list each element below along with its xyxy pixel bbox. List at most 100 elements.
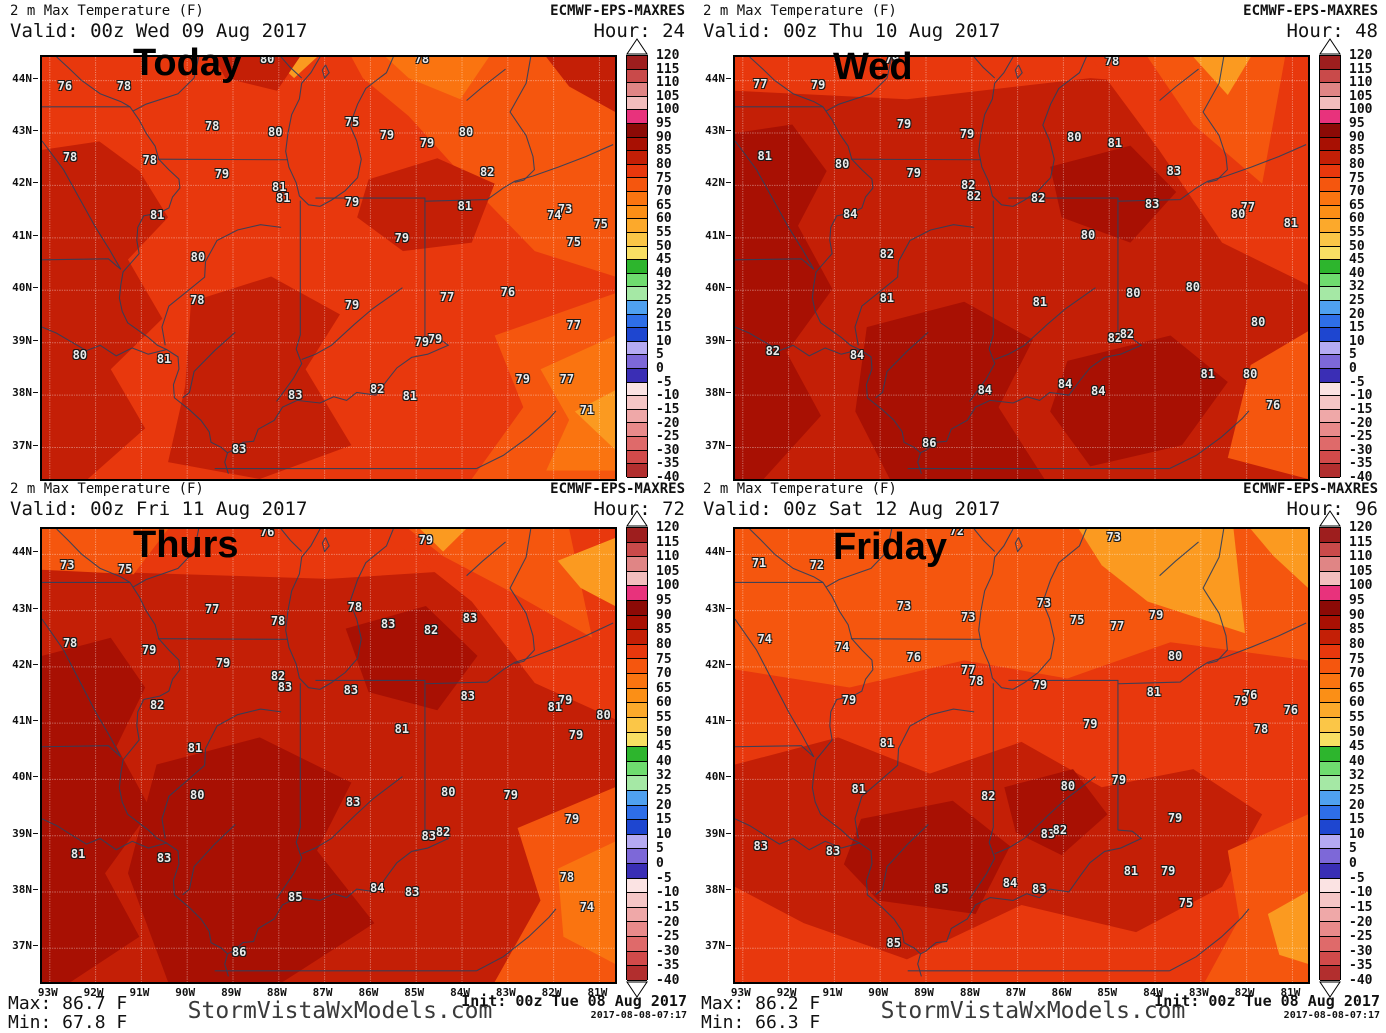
- temp-value-label: 73: [557, 201, 573, 216]
- latitude-label-text: 41N: [12, 714, 32, 728]
- colorbar-tick-label: 60: [1349, 695, 1365, 711]
- colorbar-swatch: [1320, 205, 1340, 220]
- latitude-label: 40N: [697, 770, 731, 783]
- colorbar-swatch: [1320, 878, 1340, 894]
- axis-tick: [33, 339, 38, 341]
- colorbar-swatch: [1320, 542, 1340, 558]
- forecast-hour: Hour: 48: [1286, 20, 1378, 42]
- longitude-label: 91W: [129, 986, 150, 999]
- colorbar-tick-label: 15: [1349, 812, 1365, 828]
- colorbar-tick-label: -30: [656, 943, 680, 959]
- longitude-label: 92W: [83, 986, 104, 999]
- colorbar-tick-label: 95: [1349, 593, 1365, 609]
- colorbar-swatch: [1320, 110, 1340, 125]
- longitude-label: 87W: [1005, 986, 1026, 999]
- temp-value-label: 75: [1178, 896, 1194, 911]
- temp-value-label: 73: [896, 599, 912, 613]
- axis-tick: [726, 130, 731, 131]
- latitude-label-text: 43N: [12, 124, 32, 137]
- colorbar-swatch: [1320, 937, 1340, 952]
- latitude-label: 37N: [697, 939, 731, 952]
- colorbar-swatch: [627, 137, 647, 152]
- colorbar-swatch: [1320, 922, 1340, 938]
- axis-tick: [33, 287, 38, 289]
- temp-value-label: 81: [1107, 136, 1123, 151]
- temp-value-label: 79: [1167, 811, 1183, 825]
- longitude-label: 88W: [959, 986, 980, 999]
- temp-value-label: 82: [270, 669, 286, 684]
- init-time: Init: 00z Tue 08 Aug 2017: [1154, 992, 1380, 1010]
- temperature-colorbar: [626, 527, 648, 981]
- temp-value-label: 79: [1032, 677, 1048, 692]
- colorbar-tick-label: 10: [656, 826, 672, 842]
- colorbar-tick-label: 100: [1349, 102, 1373, 118]
- temp-value-label: 79: [1160, 864, 1176, 878]
- colorbar-swatch: [1320, 528, 1340, 543]
- axis-tick: [33, 234, 38, 236]
- colorbar-swatch: [627, 907, 647, 923]
- colorbar-tick-label: 5: [656, 347, 664, 363]
- temp-value-label: 85: [288, 889, 303, 904]
- longitude-label: 84W: [450, 986, 470, 999]
- colorbar-tick-label: -10: [656, 388, 680, 404]
- colorbar-swatch: [627, 273, 647, 288]
- colorbar-tick-label: 15: [656, 812, 672, 828]
- temp-value-label: 86: [231, 945, 247, 960]
- colorbar-swatch: [1320, 450, 1340, 465]
- colorbar-tick-label: -15: [1349, 401, 1373, 417]
- colorbar-tick-label: -30: [656, 442, 680, 458]
- temp-value-label: 81: [402, 388, 418, 403]
- temp-value-label: 82: [435, 825, 451, 840]
- temperature-shading: [735, 57, 1308, 479]
- axis-tick: [33, 776, 38, 778]
- colorbar-swatch: [1320, 586, 1340, 602]
- temp-value-label: 75: [117, 561, 133, 576]
- temp-value-label: 80: [1242, 366, 1258, 381]
- axis-tick: [726, 832, 731, 834]
- colorbar-swatch: [1320, 151, 1340, 165]
- temp-value-label: 80: [1185, 279, 1201, 294]
- init-time: Init: 00z Tue 08 Aug 2017: [461, 992, 687, 1010]
- colorbar-tick-label: 32: [656, 279, 672, 295]
- temp-value-label: 74: [757, 632, 773, 647]
- colorbar-swatch: [1320, 369, 1340, 383]
- latitude-label: 39N: [4, 827, 38, 840]
- temp-value-label: 72: [949, 527, 964, 539]
- colorbar-tick-label: -15: [656, 401, 680, 417]
- longitude-label: 85W: [404, 986, 425, 999]
- temp-value-label: 71: [751, 555, 767, 570]
- colorbar-tick-label: 15: [1349, 320, 1365, 336]
- max-temp-readout: Max: 86.7 F: [8, 993, 128, 1014]
- latitude-label-text: 43N: [705, 601, 725, 615]
- colorbar-tick-label: 5: [1349, 347, 1357, 363]
- colorbar-swatch: [627, 355, 647, 370]
- colorbar-swatch: [627, 805, 647, 821]
- colorbar-swatch: [627, 557, 647, 572]
- latitude-label-text: 40N: [12, 770, 32, 784]
- axis-tick: [33, 392, 38, 394]
- temp-value-label: 81: [1283, 215, 1299, 230]
- temp-value-label: 82: [966, 188, 982, 203]
- colorbar-swatch: [627, 124, 647, 138]
- temp-value-label: 79: [568, 728, 584, 743]
- latitude-label-text: 42N: [12, 657, 32, 671]
- temp-value-label: 83: [343, 682, 359, 697]
- temp-value-label: 83: [345, 795, 361, 810]
- colorbar-tick-label: -25: [1349, 929, 1373, 945]
- temp-value-label: 81: [547, 700, 563, 715]
- temp-value-label: 84: [1091, 383, 1106, 398]
- temp-value-label: 83: [404, 884, 420, 899]
- temp-value-label: 74: [547, 207, 562, 222]
- colorbar-tick-label: -35: [1349, 456, 1373, 472]
- colorbar-swatch: [1320, 287, 1340, 301]
- longitude-label: 86W: [358, 986, 379, 999]
- axis-tick: [726, 945, 731, 947]
- colorbar-tick-label: 115: [1349, 534, 1373, 550]
- valid-time: Valid: 00z Fri 11 Aug 2017: [10, 498, 308, 520]
- latitude-label: 38N: [697, 883, 731, 896]
- colorbar-swatch: [1320, 790, 1340, 806]
- temp-value-label: 78: [559, 869, 575, 884]
- latitude-label-text: 41N: [705, 714, 725, 728]
- temp-value-label: 77: [559, 371, 575, 386]
- axis-tick: [726, 444, 731, 446]
